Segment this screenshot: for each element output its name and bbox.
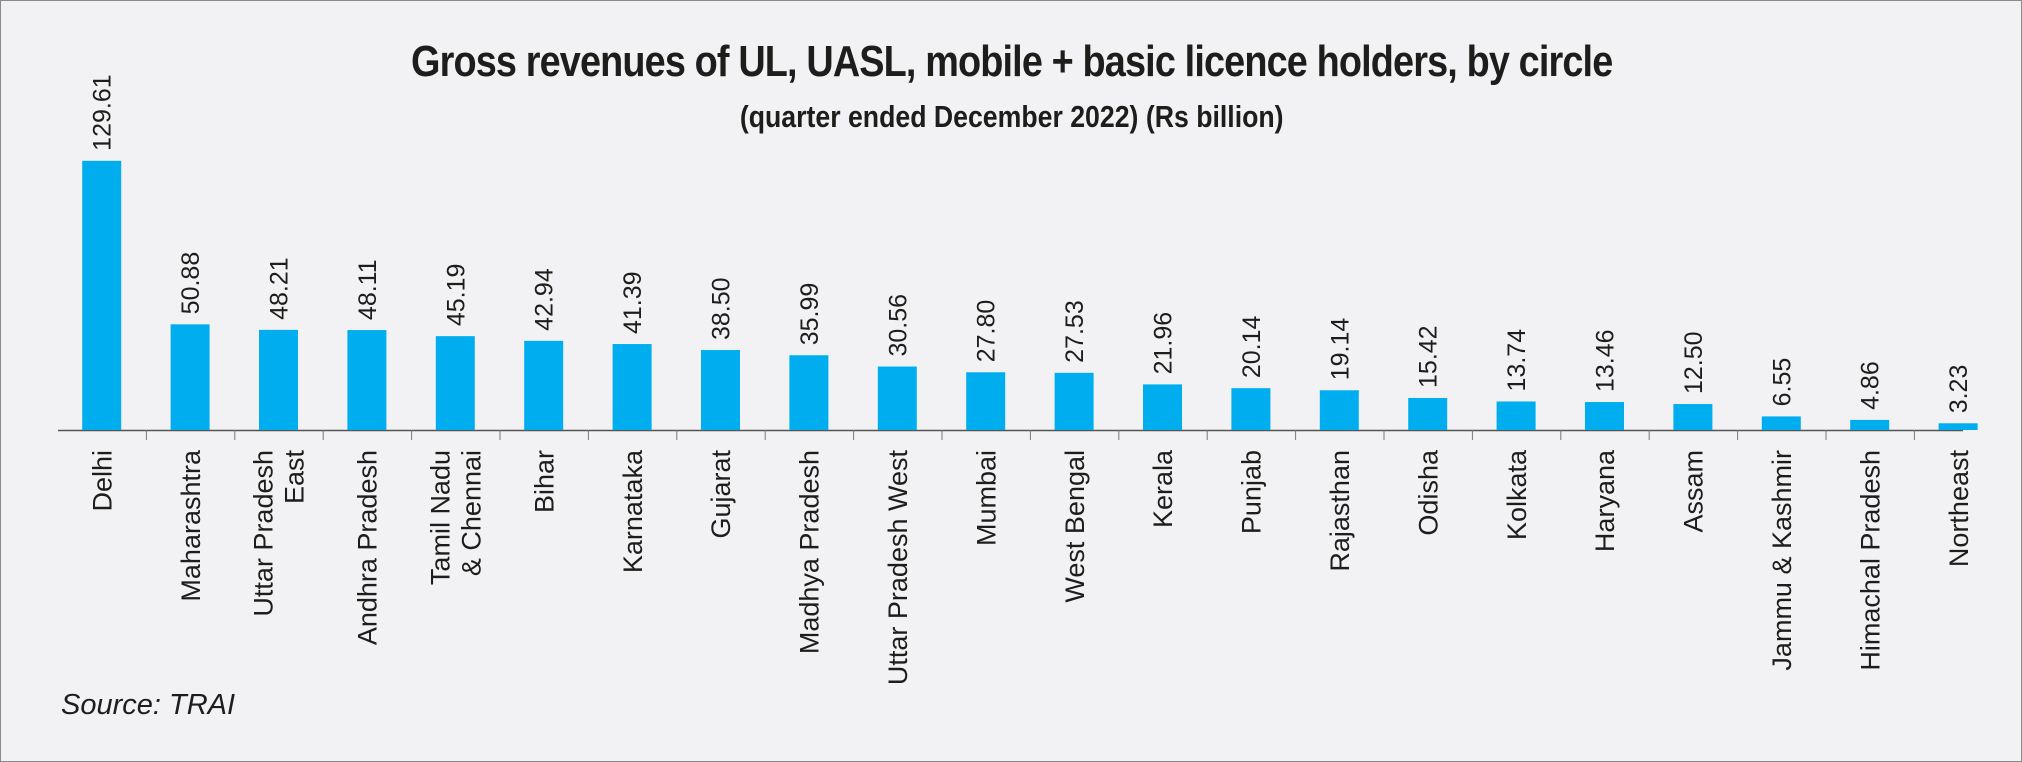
value-label: 6.55 <box>1768 358 1796 407</box>
category-label: Delhi <box>87 450 117 512</box>
bar-rajasthan <box>1319 390 1359 430</box>
bars-layer <box>58 160 1978 440</box>
category-label: Karnataka <box>618 449 648 573</box>
category-label-line: Jammu & Kashmir <box>1767 450 1797 671</box>
category-label-line: Uttar Pradesh West <box>883 450 913 686</box>
category-label: Northeast <box>1944 450 1974 568</box>
value-label: 13.46 <box>1592 329 1620 392</box>
category-label-line: Madhya Pradesh <box>795 450 825 654</box>
chart-title: Gross revenues of UL, UASL, mobile + bas… <box>411 37 1613 86</box>
category-label-line: Northeast <box>1944 450 1974 568</box>
value-label: 21.96 <box>1150 312 1178 375</box>
value-label: 42.94 <box>531 268 559 331</box>
category-label: Uttar Pradesh West <box>883 450 913 686</box>
category-label-line: Tamil Nadu <box>426 450 456 585</box>
value-label: 41.39 <box>619 271 647 334</box>
category-label-line: Mumbai <box>971 450 1001 546</box>
category-label-line: Assam <box>1679 450 1709 533</box>
category-label-line: East <box>280 450 310 505</box>
category-label-line: West Bengal <box>1060 450 1090 603</box>
bar-assam <box>1673 404 1713 430</box>
category-label: Odisha <box>1413 449 1443 536</box>
value-label: 15.42 <box>1415 325 1443 388</box>
category-label-line: Delhi <box>87 450 117 512</box>
category-label-line: Rajasthan <box>1325 450 1355 572</box>
bar-uttar-pradesh-east <box>259 329 298 430</box>
bar-odisha <box>1408 397 1448 430</box>
chart-subtitle: (quarter ended December 2022) (Rs billio… <box>739 99 1284 134</box>
bar-jammu-kashmir <box>1761 416 1801 430</box>
value-label: 48.11 <box>354 259 382 320</box>
category-label-line: Himachal Pradesh <box>1855 450 1885 671</box>
category-label-line: Kolkata <box>1502 449 1532 540</box>
bar-bihar <box>524 340 564 430</box>
category-label-line: Uttar Pradesh <box>249 450 279 617</box>
bar-haryana <box>1585 402 1624 430</box>
bar-northeast <box>1938 423 1978 430</box>
bar-andhra-pradesh <box>347 330 387 430</box>
category-label: Tamil Nadu & Chennai <box>426 450 487 585</box>
value-label: 27.53 <box>1061 300 1089 363</box>
category-label: Bihar <box>529 450 559 513</box>
bar-kolkata <box>1496 401 1536 430</box>
category-label-line: Haryana <box>1590 449 1620 552</box>
value-label: 27.80 <box>973 300 1001 363</box>
bar-himachal-pradesh <box>1850 419 1890 430</box>
category-label: Kolkata <box>1502 449 1532 540</box>
category-label: Himachal Pradesh <box>1855 450 1885 671</box>
value-label: 4.86 <box>1857 361 1885 410</box>
category-label: Punjab <box>1237 450 1267 534</box>
category-label-line: Karnataka <box>618 449 648 573</box>
category-label: Kerala <box>1148 449 1178 528</box>
category-label-line: Maharashtra <box>176 449 206 602</box>
category-label: West Bengal <box>1060 450 1090 603</box>
category-label: Uttar Pradesh East <box>249 450 310 617</box>
category-label: Rajasthan <box>1325 450 1355 572</box>
value-label: 35.99 <box>796 283 824 346</box>
value-label: 19.14 <box>1326 318 1354 381</box>
value-label: 20.14 <box>1238 316 1266 379</box>
bar-punjab <box>1231 388 1271 430</box>
value-label: 30.56 <box>884 294 912 357</box>
category-label-line: Odisha <box>1413 449 1443 536</box>
category-label: Maharashtra <box>176 449 206 602</box>
bar-madhya-pradesh <box>789 355 829 430</box>
category-label: Andhra Pradesh <box>353 450 383 645</box>
bar-maharashtra <box>170 324 210 430</box>
bar-karnataka <box>612 344 652 430</box>
value-label: 45.19 <box>442 264 470 327</box>
category-label-line: Andhra Pradesh <box>353 450 383 645</box>
value-label: 38.50 <box>708 277 736 340</box>
category-label-line: Gujarat <box>706 450 736 539</box>
bar-west-bengal <box>1054 372 1094 430</box>
category-label: Gujarat <box>706 450 736 539</box>
labels-layer: 129.61 Delhi 50.88 Maharashtra 48.21 Uttar Pr… <box>87 74 1973 685</box>
bar-kerala <box>1143 384 1182 430</box>
category-label-line: & Chennai <box>457 450 487 576</box>
bar-mumbai <box>966 372 1006 430</box>
category-label: Madhya Pradesh <box>795 450 825 654</box>
category-label: Haryana <box>1590 449 1620 552</box>
category-label: Jammu & Kashmir <box>1767 450 1797 671</box>
value-label: 13.74 <box>1503 329 1531 392</box>
value-label: 129.61 <box>89 74 117 150</box>
category-label: Mumbai <box>971 450 1001 546</box>
category-label-line: Punjab <box>1237 450 1267 534</box>
bar-delhi <box>82 160 122 430</box>
value-label: 3.23 <box>1945 365 1973 414</box>
value-label: 50.88 <box>177 252 205 315</box>
bar-uttar-pradesh-west <box>877 366 917 430</box>
value-label: 48.21 <box>266 257 294 320</box>
value-label: 12.50 <box>1680 331 1708 394</box>
bar-gujarat <box>701 350 740 430</box>
category-label-line: Kerala <box>1148 449 1178 528</box>
bar-tamil-nadu-chennai <box>435 336 475 430</box>
category-label-line: Bihar <box>529 450 559 513</box>
category-label: Assam <box>1679 450 1709 533</box>
source-note: Source: TRAI <box>61 689 236 721</box>
